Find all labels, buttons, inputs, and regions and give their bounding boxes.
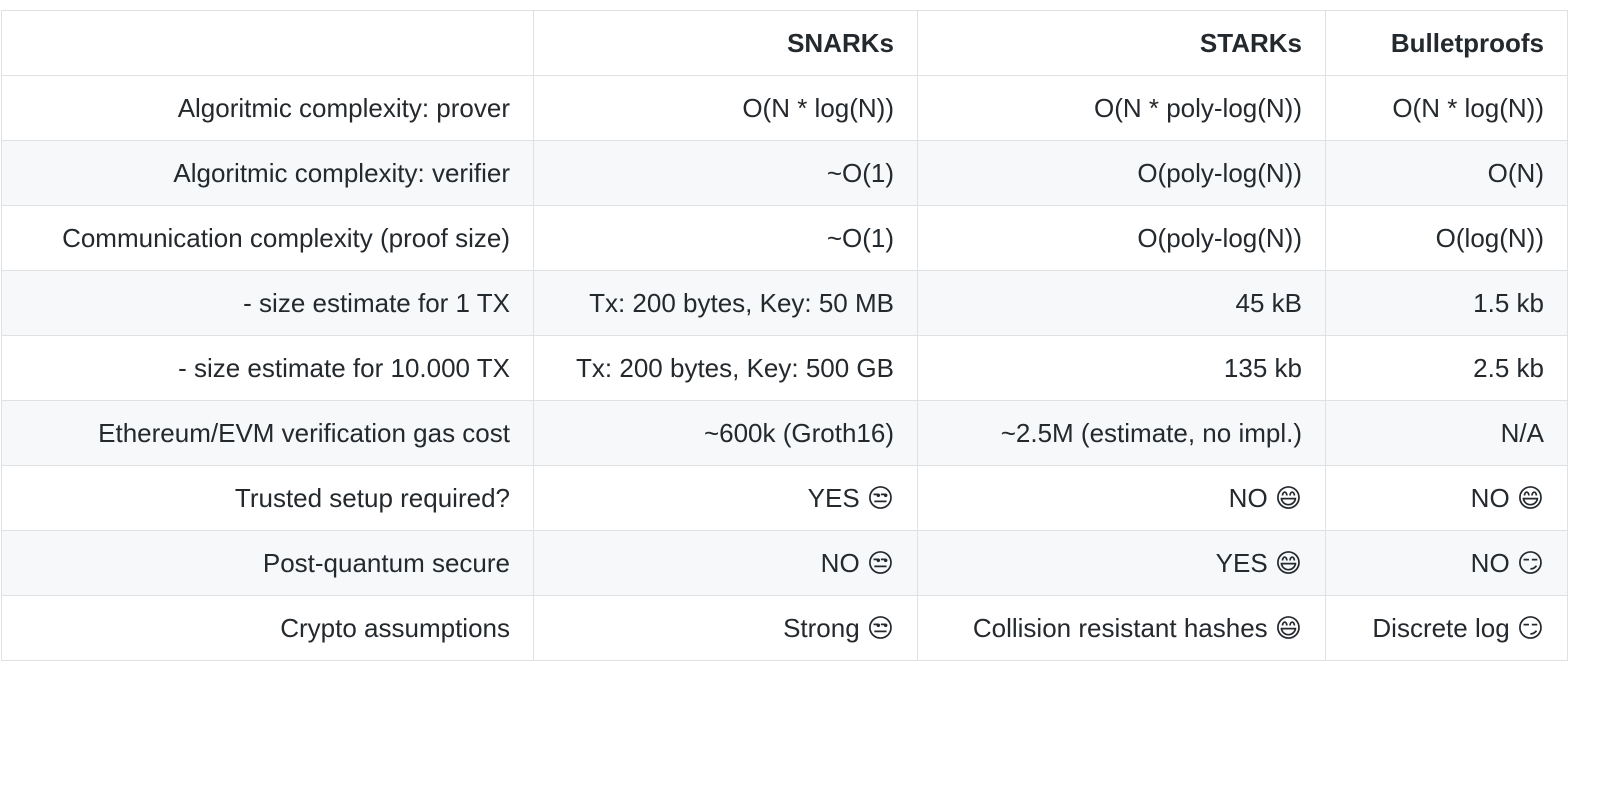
table-cell: ~O(1) xyxy=(533,205,918,271)
table-cell: Tx: 200 bytes, Key: 50 MB xyxy=(533,270,918,336)
table-row: Crypto assumptions Strong 😒 Collision resi… xyxy=(1,595,1568,661)
table-cell: ~600k (Groth16) xyxy=(533,400,918,466)
table-cell: 1.5 kb xyxy=(1325,270,1568,336)
table-cell: 135 kb xyxy=(917,335,1326,401)
table-cell: O(poly-log(N)) xyxy=(917,205,1326,271)
header-corner xyxy=(1,10,534,76)
table-cell: O(N * log(N)) xyxy=(1325,75,1568,141)
table-cell: Discrete log 😏 xyxy=(1325,595,1568,661)
table-cell: O(N * poly-log(N)) xyxy=(917,75,1326,141)
comparison-table: SNARKs STARKs Bulletproofs Algoritmic comp… xyxy=(1,10,1568,661)
header-row: SNARKs STARKs Bulletproofs xyxy=(1,10,1568,76)
row-label: Ethereum/EVM verification gas cost xyxy=(1,400,534,466)
row-label: Post-quantum secure xyxy=(1,530,534,596)
table-row: Algoritmic complexity: prover O(N * log(N… xyxy=(1,75,1568,141)
table-cell: Strong 😒 xyxy=(533,595,918,661)
table-cell: NO 😒 xyxy=(533,530,918,596)
table-cell: O(N) xyxy=(1325,140,1568,206)
table-cell: YES 😄 xyxy=(917,530,1326,596)
table-cell: O(log(N)) xyxy=(1325,205,1568,271)
row-label: Algoritmic complexity: verifier xyxy=(1,140,534,206)
table-cell: N/A xyxy=(1325,400,1568,466)
table-row: Algoritmic complexity: verifier ~O(1) O(po… xyxy=(1,140,1568,206)
table-cell: NO 😏 xyxy=(1325,530,1568,596)
table-cell: O(poly-log(N)) xyxy=(917,140,1326,206)
table-row: Post-quantum secure NO 😒 YES 😄 NO 😏 xyxy=(1,530,1568,596)
table-row: - size estimate for 1 TX Tx: 200 bytes, K… xyxy=(1,270,1568,336)
table-cell: Tx: 200 bytes, Key: 500 GB xyxy=(533,335,918,401)
table-body: Algoritmic complexity: prover O(N * log(N… xyxy=(1,75,1568,661)
table-row: Communication complexity (proof size) ~O(… xyxy=(1,205,1568,271)
row-label: - size estimate for 1 TX xyxy=(1,270,534,336)
table-cell: ~2.5M (estimate, no impl.) xyxy=(917,400,1326,466)
table-cell: 45 kB xyxy=(917,270,1326,336)
table-row: Ethereum/EVM verification gas cost ~600k … xyxy=(1,400,1568,466)
header-cell: SNARKs xyxy=(533,10,918,76)
header-cell: Bulletproofs xyxy=(1325,10,1568,76)
table-cell: 2.5 kb xyxy=(1325,335,1568,401)
header-cell: STARKs xyxy=(917,10,1326,76)
table-cell: Collision resistant hashes 😄 xyxy=(917,595,1326,661)
row-label: Trusted setup required? xyxy=(1,465,534,531)
row-label: Crypto assumptions xyxy=(1,595,534,661)
table-cell: NO 😄 xyxy=(1325,465,1568,531)
table-cell: NO 😄 xyxy=(917,465,1326,531)
row-label: Algoritmic complexity: prover xyxy=(1,75,534,141)
row-label: Communication complexity (proof size) xyxy=(1,205,534,271)
table-cell: ~O(1) xyxy=(533,140,918,206)
table-row: - size estimate for 10.000 TX Tx: 200 byt… xyxy=(1,335,1568,401)
row-label: - size estimate for 10.000 TX xyxy=(1,335,534,401)
table-cell: YES 😒 xyxy=(533,465,918,531)
table-cell: O(N * log(N)) xyxy=(533,75,918,141)
table-row: Trusted setup required? YES 😒 NO 😄 NO 😄 xyxy=(1,465,1568,531)
